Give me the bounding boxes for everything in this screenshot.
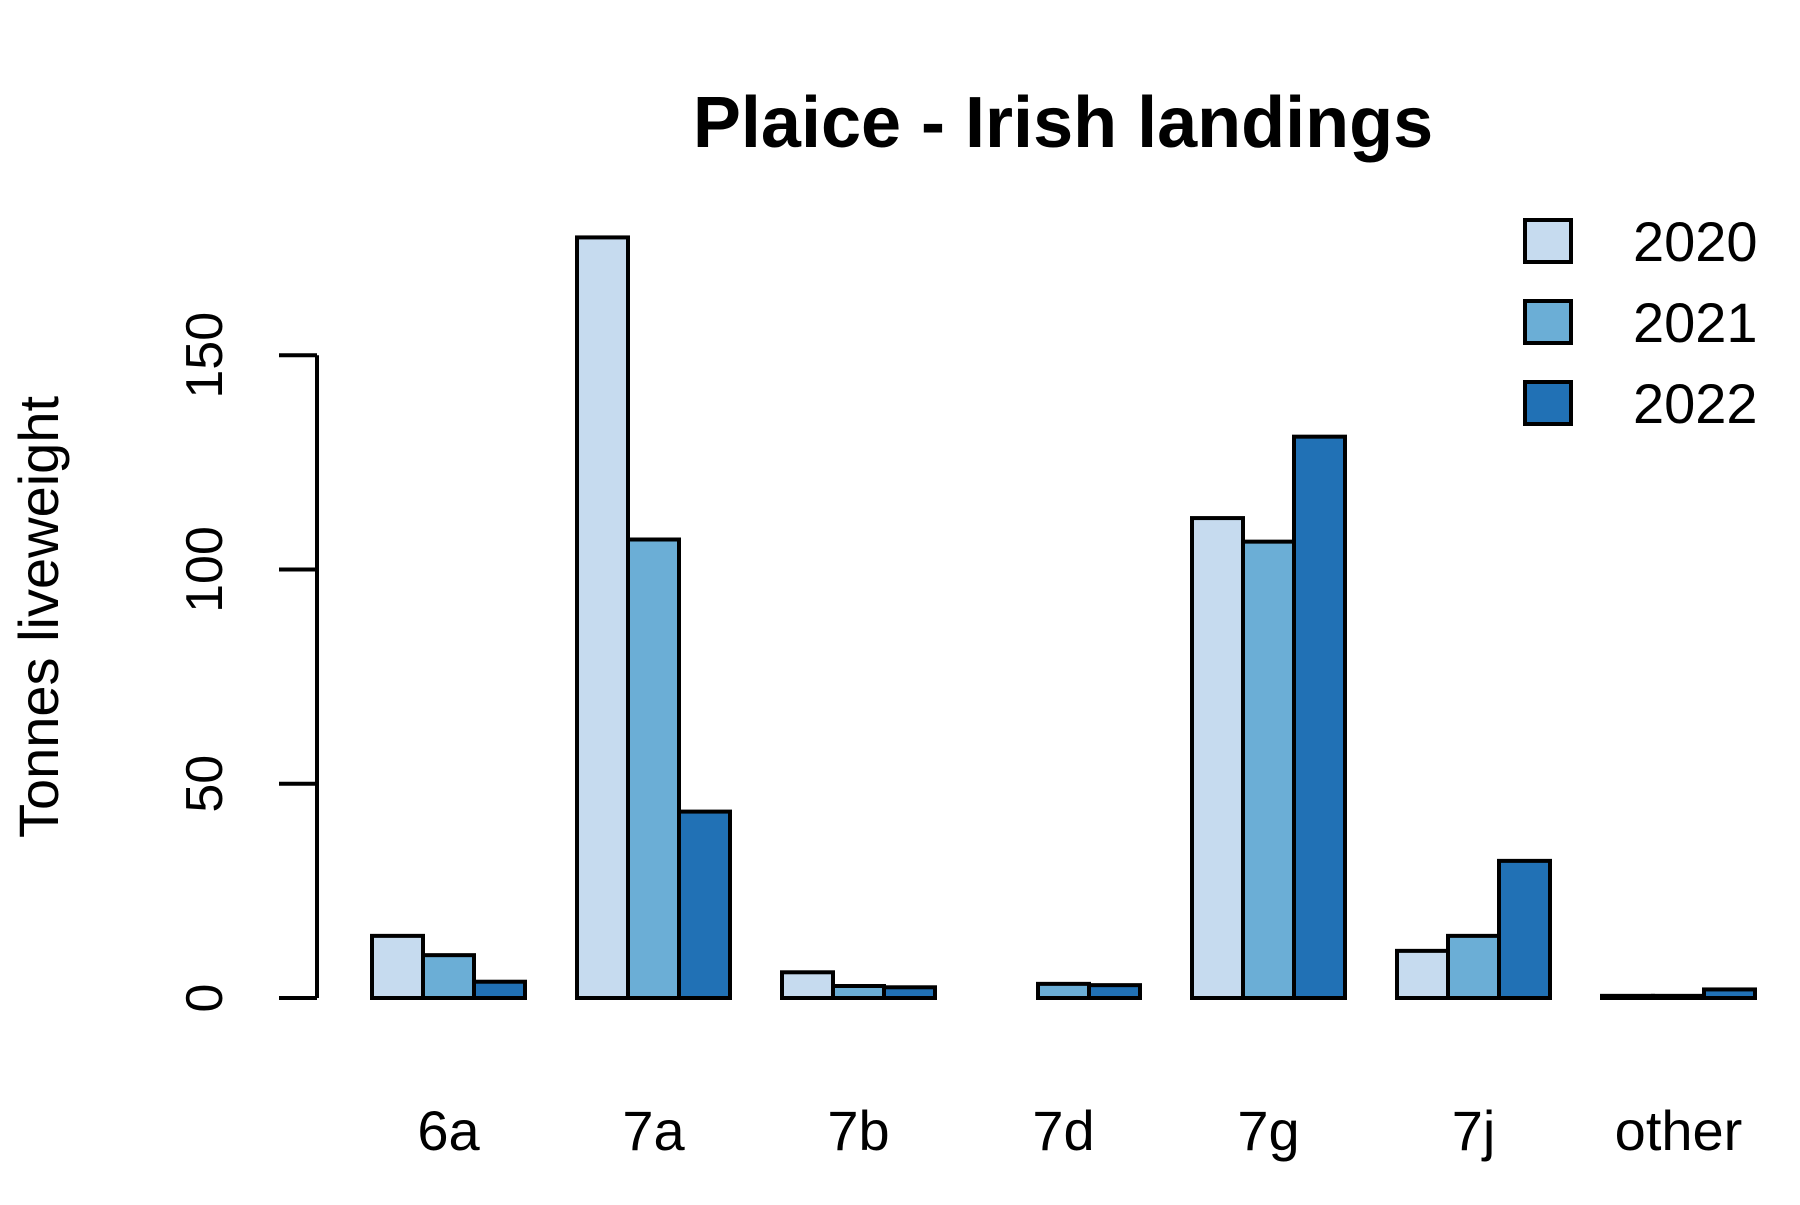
y-tick-label: 0 [176, 984, 234, 1013]
bar-7b-2022 [882, 985, 937, 1000]
bar-other-2020 [1600, 993, 1655, 1000]
legend-label: 2020 [1633, 210, 1758, 273]
bar-7a-2021 [626, 537, 681, 1000]
legend-swatch-2020 [1523, 218, 1573, 264]
bar-7j-2020 [1395, 948, 1450, 1000]
bar-6a-2020 [370, 933, 425, 1000]
bar-7a-2020 [575, 235, 630, 1001]
bar-other-2022 [1702, 987, 1757, 1000]
y-axis-label: Tonnes liveweight [7, 396, 70, 838]
bar-7d-2021 [1036, 981, 1091, 1000]
bar-7j-2021 [1446, 933, 1501, 1000]
legend-label: 2021 [1633, 291, 1758, 354]
y-tick-label: 150 [176, 312, 234, 399]
x-category-label: other [1615, 1099, 1743, 1162]
bar-7d-2022 [1087, 983, 1142, 1001]
bar-7b-2020 [780, 970, 835, 1000]
x-category-label: 7g [1237, 1099, 1299, 1162]
y-axis: 0 50 100 150 [176, 312, 319, 1013]
bar-7a-2022 [677, 809, 732, 1000]
category-labels: 6a 7a 7b 7d 7g 7j other [417, 1099, 1742, 1162]
bar-6a-2022 [472, 979, 527, 1000]
bar-7j-2022 [1497, 858, 1552, 1000]
bar-7g-2022 [1292, 434, 1347, 1001]
bars-group [370, 235, 1757, 1001]
x-category-label: 7b [827, 1099, 889, 1162]
y-tick-label: 100 [176, 526, 234, 613]
x-category-label: 7d [1032, 1099, 1094, 1162]
x-category-label: 6a [417, 1099, 480, 1162]
y-tick-label: 50 [176, 755, 234, 813]
x-category-label: 7j [1452, 1099, 1496, 1162]
bar-7g-2020 [1190, 516, 1245, 1001]
bar-6a-2021 [421, 953, 476, 1001]
chart-title: Plaice - Irish landings [693, 83, 1433, 163]
legend-label: 2022 [1633, 372, 1758, 435]
legend: 2020 2021 2022 [1523, 210, 1758, 435]
bar-other-2021 [1651, 993, 1706, 1000]
legend-swatch-2021 [1523, 299, 1573, 345]
bar-7b-2021 [831, 984, 886, 1001]
bar-7g-2021 [1241, 539, 1296, 1001]
legend-swatch-2022 [1523, 380, 1573, 426]
x-category-label: 7a [622, 1099, 685, 1162]
